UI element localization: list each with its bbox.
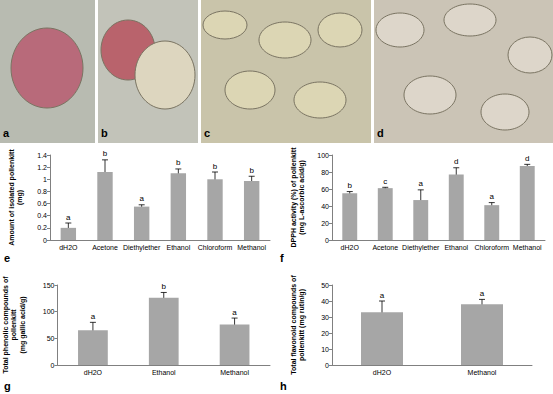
svg-text:30: 30	[321, 314, 329, 321]
svg-text:150: 150	[43, 282, 55, 289]
svg-text:f: f	[280, 252, 284, 264]
svg-text:dH2O: dH2O	[373, 369, 392, 376]
svg-text:e: e	[4, 252, 10, 264]
svg-text:b: b	[348, 181, 353, 190]
svg-text:DPPH activity (%) of pollenkit: DPPH activity (%) of pollenkitt	[290, 147, 298, 248]
svg-text:Ethanol: Ethanol	[444, 244, 468, 251]
svg-text:a: a	[490, 192, 495, 201]
svg-text:0: 0	[325, 362, 329, 369]
svg-text:d: d	[454, 157, 458, 166]
svg-text:50: 50	[321, 282, 329, 289]
svg-text:b: b	[176, 158, 181, 167]
svg-text:a: a	[232, 308, 237, 317]
svg-text:0: 0	[43, 237, 47, 244]
svg-text:0: 0	[51, 362, 55, 369]
svg-text:b: b	[103, 149, 108, 158]
svg-text:20: 20	[321, 330, 329, 337]
svg-text:100: 100	[317, 152, 329, 159]
svg-text:60: 60	[321, 186, 329, 193]
svg-text:b: b	[249, 166, 254, 175]
svg-text:pollenkitt: pollenkitt	[10, 309, 18, 341]
svg-text:10: 10	[321, 346, 329, 353]
svg-text:Diethylether: Diethylether	[402, 244, 440, 252]
svg-text:Methanol: Methanol	[237, 244, 266, 251]
svg-text:Acetone: Acetone	[372, 244, 398, 251]
svg-text:40: 40	[321, 298, 329, 305]
svg-text:40: 40	[321, 203, 329, 210]
svg-text:1: 1	[43, 176, 47, 183]
svg-text:0.6: 0.6	[37, 200, 47, 207]
svg-text:Chloroform: Chloroform	[198, 244, 233, 251]
svg-text:pollenkitt (mg rutin/g): pollenkitt (mg rutin/g)	[298, 289, 306, 361]
svg-text:(mg L-ascorbic acid/g): (mg L-ascorbic acid/g)	[298, 160, 306, 235]
svg-text:Amount of isolated pollenkitt: Amount of isolated pollenkitt	[8, 149, 16, 246]
svg-text:c: c	[383, 177, 387, 186]
svg-text:b: b	[101, 127, 108, 139]
svg-text:Total flavonoid compounds of: Total flavonoid compounds of	[290, 275, 298, 375]
svg-text:0.4: 0.4	[37, 212, 47, 219]
svg-text:Diethylether: Diethylether	[123, 244, 161, 252]
svg-text:d: d	[525, 154, 529, 163]
svg-text:0.8: 0.8	[37, 188, 47, 195]
svg-text:a: a	[3, 127, 10, 139]
svg-text:a: a	[480, 289, 485, 298]
svg-text:20: 20	[321, 220, 329, 227]
svg-text:a: a	[139, 194, 144, 203]
svg-text:Methanol: Methanol	[220, 369, 249, 376]
svg-text:a: a	[91, 312, 96, 321]
svg-text:b: b	[162, 282, 167, 291]
svg-text:c: c	[204, 127, 210, 139]
svg-text:a: a	[66, 213, 71, 222]
svg-text:Acetone: Acetone	[92, 244, 118, 251]
svg-text:100: 100	[43, 308, 55, 315]
svg-text:80: 80	[321, 169, 329, 176]
svg-text:Ethanol: Ethanol	[166, 244, 190, 251]
svg-text:h: h	[280, 380, 287, 392]
svg-text:dH2O: dH2O	[59, 244, 78, 251]
svg-text:0: 0	[325, 237, 329, 244]
svg-text:b: b	[213, 162, 218, 171]
svg-text:Total phenolic compounds of: Total phenolic compounds of	[2, 276, 10, 374]
svg-text:1.2: 1.2	[37, 164, 47, 171]
svg-text:dH2O: dH2O	[84, 369, 103, 376]
svg-text:Ethanol: Ethanol	[152, 369, 176, 376]
svg-text:a: a	[380, 291, 385, 300]
svg-text:Methanol: Methanol	[513, 244, 542, 251]
svg-text:1.4: 1.4	[37, 152, 47, 159]
svg-text:dH2O: dH2O	[341, 244, 360, 251]
svg-text:d: d	[377, 127, 384, 139]
svg-text:(mg): (mg)	[16, 190, 24, 205]
svg-text:Methanol: Methanol	[468, 369, 497, 376]
svg-text:Chloroform: Chloroform	[474, 244, 509, 251]
svg-text:a: a	[419, 179, 424, 188]
svg-text:0.2: 0.2	[37, 224, 47, 231]
svg-text:(mg gallic acid/g): (mg gallic acid/g)	[19, 296, 27, 353]
svg-text:50: 50	[47, 335, 55, 342]
svg-text:g: g	[4, 380, 11, 392]
